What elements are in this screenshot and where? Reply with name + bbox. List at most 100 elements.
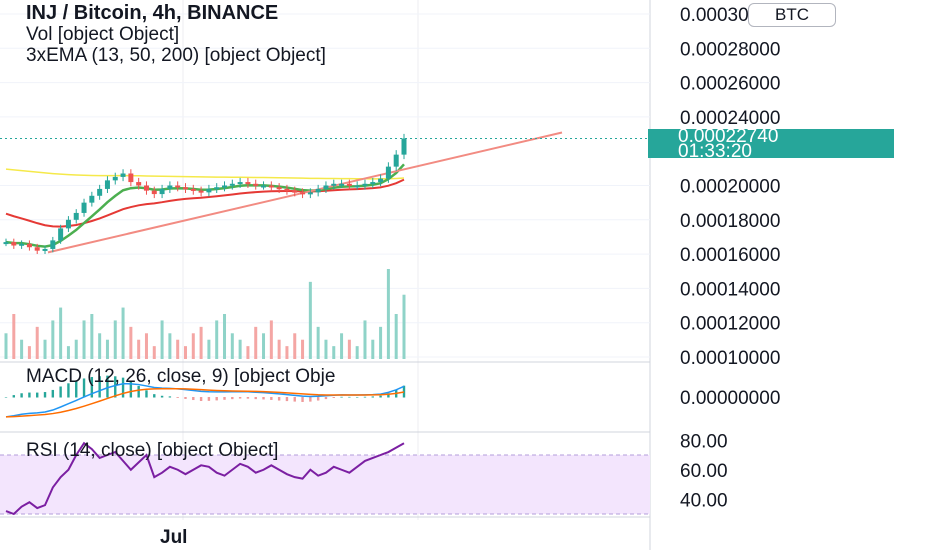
macd-histogram-bar	[20, 393, 23, 398]
volume-bar	[137, 339, 141, 359]
volume-bar	[105, 339, 109, 359]
volume-bar	[308, 281, 312, 359]
macd-histogram-bar	[223, 397, 226, 400]
candle-body	[34, 247, 40, 251]
candle-body	[307, 192, 313, 195]
price-tick-label: 0.00012000	[680, 314, 780, 335]
candle-body	[292, 190, 298, 193]
volume-bar	[27, 346, 31, 359]
macd-histogram-bar	[28, 392, 31, 398]
candle-body	[253, 183, 259, 186]
ema50-line	[5, 178, 405, 228]
volume-bar	[43, 339, 47, 359]
candle-body	[245, 182, 251, 185]
volume-bar	[355, 346, 359, 359]
last-price-value: 0.00022740	[678, 126, 779, 147]
volume-bar	[293, 333, 297, 359]
x-axis-label: Jul	[160, 527, 188, 548]
ema13-line	[5, 163, 405, 248]
price-tick-label: 0.00020000	[680, 177, 780, 198]
volume-bar	[340, 333, 344, 359]
macd-histogram-bar	[270, 397, 273, 400]
currency-badge[interactable]: BTC	[748, 3, 836, 27]
macd-histogram-bar	[309, 397, 312, 402]
price-tick-label: 0.00028000	[680, 39, 780, 60]
volume-bar	[371, 339, 375, 359]
volume-bar	[144, 333, 148, 359]
candle-body	[393, 154, 399, 167]
macd-histogram-bar	[324, 397, 328, 400]
candle-body	[42, 248, 48, 251]
rsi-line	[5, 441, 405, 516]
macd-histogram-bar	[254, 397, 257, 400]
candle-body	[229, 183, 235, 186]
candle-body	[339, 183, 345, 186]
macd-histogram-bar	[238, 397, 242, 399]
candle-body	[175, 185, 181, 188]
volume-bar	[215, 320, 219, 359]
candle-body	[151, 190, 157, 195]
candle-body	[128, 173, 134, 183]
macd-histogram-bar	[277, 397, 281, 401]
macd-panel	[4, 375, 406, 418]
price-tick-label: 0.00016000	[680, 245, 780, 266]
candle-body	[182, 187, 188, 190]
ema-legend: 3xEMA (13, 50, 200) [object Object]	[26, 45, 326, 66]
macd-histogram-bar	[355, 396, 359, 398]
volume-bar	[20, 339, 24, 359]
macd-histogram-bar	[363, 396, 367, 398]
volume-bar	[332, 346, 336, 359]
volume-bar	[152, 346, 156, 359]
candle-body	[167, 185, 173, 189]
volume-bar	[394, 314, 398, 359]
rsi-line	[5, 441, 405, 516]
candle-body	[89, 195, 95, 203]
volume-bar	[301, 339, 305, 359]
price-tick-label: 0.00014000	[680, 279, 780, 300]
price-tick-label: 0.00024000	[680, 108, 780, 129]
candle-body	[362, 183, 368, 186]
candle-body	[104, 180, 110, 189]
volume-bar	[66, 346, 70, 359]
candle-body	[159, 188, 165, 195]
volume-bar	[74, 339, 78, 359]
rsi-tick-label: 80.00	[680, 431, 728, 452]
macd-histogram-bar	[59, 386, 62, 398]
candle-body	[97, 188, 103, 196]
candle-body	[268, 185, 274, 188]
volume-bar	[324, 339, 328, 359]
rsi-legend: RSI (14, close) [object Object]	[26, 440, 279, 461]
price-axis: 0.000300000.000280000.000260000.00024000…	[680, 5, 780, 511]
volume-bar	[129, 326, 133, 359]
macd-histogram-bar	[316, 397, 320, 401]
macd-histogram-bar	[51, 389, 55, 398]
rsi-tick-label: 60.00	[680, 461, 728, 482]
candle-body	[26, 243, 32, 248]
candle-body	[323, 185, 329, 189]
volume-bar	[35, 326, 39, 359]
candles	[0, 133, 650, 255]
candle-body	[112, 176, 118, 181]
volume-bar	[98, 333, 102, 359]
macd-histogram-bar	[301, 397, 304, 402]
volume-bar	[379, 326, 383, 359]
bar-countdown: 01:33:20	[678, 141, 752, 162]
candle-body	[214, 187, 220, 190]
volume-bar	[183, 346, 187, 359]
macd-histogram-bar	[371, 396, 374, 398]
macd-histogram-bar	[293, 397, 296, 402]
macd-legend: MACD (12, 26, close, 9) [object Obje	[26, 366, 336, 387]
rsi-band	[0, 454, 650, 515]
price-tick-label: 0.00026000	[680, 74, 780, 95]
macd-histogram-bar	[348, 396, 351, 398]
volume-bar	[277, 339, 281, 359]
macd-histogram-bar	[145, 390, 148, 398]
volume-bar	[207, 339, 211, 359]
candle-body	[136, 182, 142, 186]
candle-body	[284, 188, 290, 191]
volume-bar	[316, 326, 320, 359]
macd-histogram-bar	[43, 392, 47, 398]
macd-histogram-bar	[75, 380, 78, 398]
macd-histogram-bar	[285, 397, 289, 402]
